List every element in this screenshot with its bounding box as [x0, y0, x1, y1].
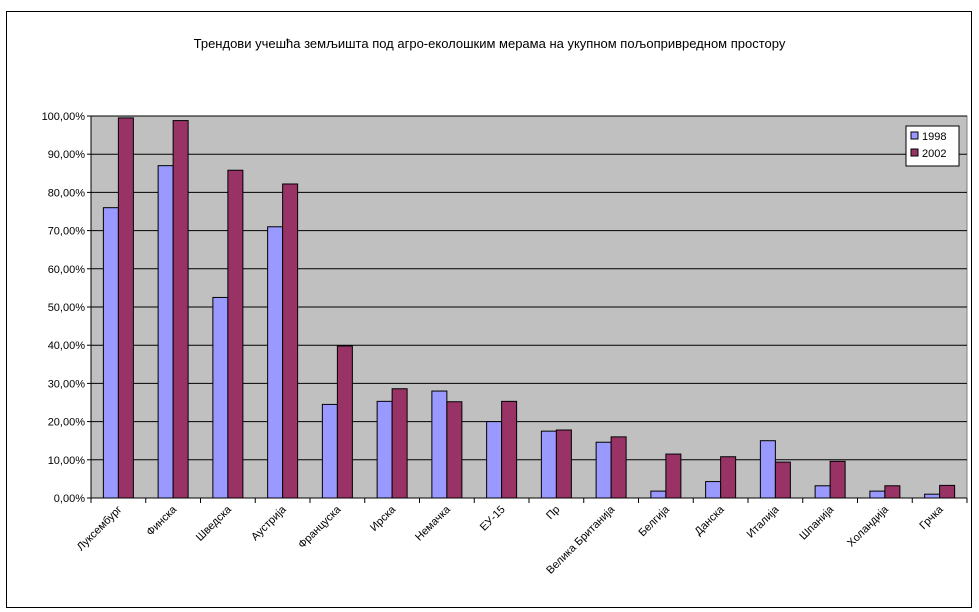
- bar-1998: [268, 227, 283, 498]
- bar-1998: [925, 494, 940, 498]
- bar-1998: [596, 442, 611, 498]
- bar-1998: [706, 482, 721, 498]
- bar-2002: [940, 485, 955, 498]
- x-tick-label: Белгија: [637, 503, 673, 539]
- bar-2002: [228, 170, 243, 498]
- bar-2002: [283, 184, 298, 498]
- y-tick-label: 10,00%: [48, 455, 86, 467]
- bar-1998: [158, 166, 173, 498]
- bar-2002: [337, 346, 352, 498]
- legend: 1998 2002: [906, 126, 959, 166]
- bar-1998: [213, 297, 228, 498]
- bar-2002: [775, 462, 790, 498]
- legend-label: 1998: [922, 131, 946, 143]
- y-tick-label: 90,00%: [48, 149, 86, 161]
- x-tick-label: Италија: [745, 503, 782, 540]
- bar-1998: [322, 404, 337, 498]
- y-tick-label: 80,00%: [48, 187, 86, 199]
- bar-2002: [611, 437, 626, 498]
- bar-1998: [815, 486, 830, 498]
- legend-swatch: [911, 132, 918, 139]
- y-tick-label: 0,00%: [54, 493, 85, 505]
- x-tick-label: Грчка: [917, 503, 946, 532]
- y-tick-label: 100,00%: [42, 111, 86, 123]
- legend-label: 2002: [922, 148, 946, 160]
- x-tick-label: Луксембург: [75, 504, 125, 554]
- bar-1998: [103, 208, 118, 498]
- bar-2002: [447, 402, 462, 498]
- x-tick-label: Немачка: [413, 503, 454, 544]
- bar-1998: [377, 401, 392, 498]
- bar-2002: [392, 389, 407, 498]
- y-tick-label: 20,00%: [48, 417, 86, 429]
- x-tick-label: Данска: [693, 503, 728, 538]
- x-tick-label: Финска: [144, 503, 179, 538]
- x-tick-label: Шведска: [194, 503, 235, 544]
- bar-2002: [556, 430, 571, 498]
- bar-2002: [502, 401, 517, 498]
- y-axis: 0,00% 10,00% 20,00% 30,00% 40,00% 50,00% 60,00…: [42, 111, 91, 505]
- x-tick-label: ЕУ-15: [478, 504, 508, 534]
- bar-2002: [173, 121, 188, 498]
- y-tick-label: 70,00%: [48, 226, 86, 238]
- bar-2002: [721, 457, 736, 498]
- x-tick-label: Шпанија: [797, 503, 836, 542]
- x-tick-label: Ирска: [368, 503, 399, 534]
- bar-1998: [651, 491, 666, 498]
- y-tick-label: 50,00%: [48, 302, 86, 314]
- bar-1998: [541, 431, 556, 498]
- bar-1998: [870, 491, 885, 498]
- bar-1998: [432, 391, 447, 498]
- y-tick-label: 30,00%: [48, 378, 86, 390]
- y-tick-label: 60,00%: [48, 264, 86, 276]
- x-tick-label: Холандија: [845, 503, 891, 549]
- bar-1998: [487, 422, 502, 498]
- bar-2002: [830, 461, 845, 498]
- bar-1998: [760, 441, 775, 498]
- x-tick-label: Пр: [544, 504, 562, 522]
- x-axis: Луксембург Финска Шведска Аустрија Француска…: [75, 498, 967, 577]
- bar-2002: [118, 118, 133, 498]
- x-tick-label: Аустрија: [249, 503, 289, 543]
- bar-2002: [885, 486, 900, 498]
- y-tick-label: 40,00%: [48, 340, 86, 352]
- bar-2002: [666, 454, 681, 498]
- x-tick-label: Француска: [296, 503, 344, 551]
- legend-swatch: [911, 149, 918, 156]
